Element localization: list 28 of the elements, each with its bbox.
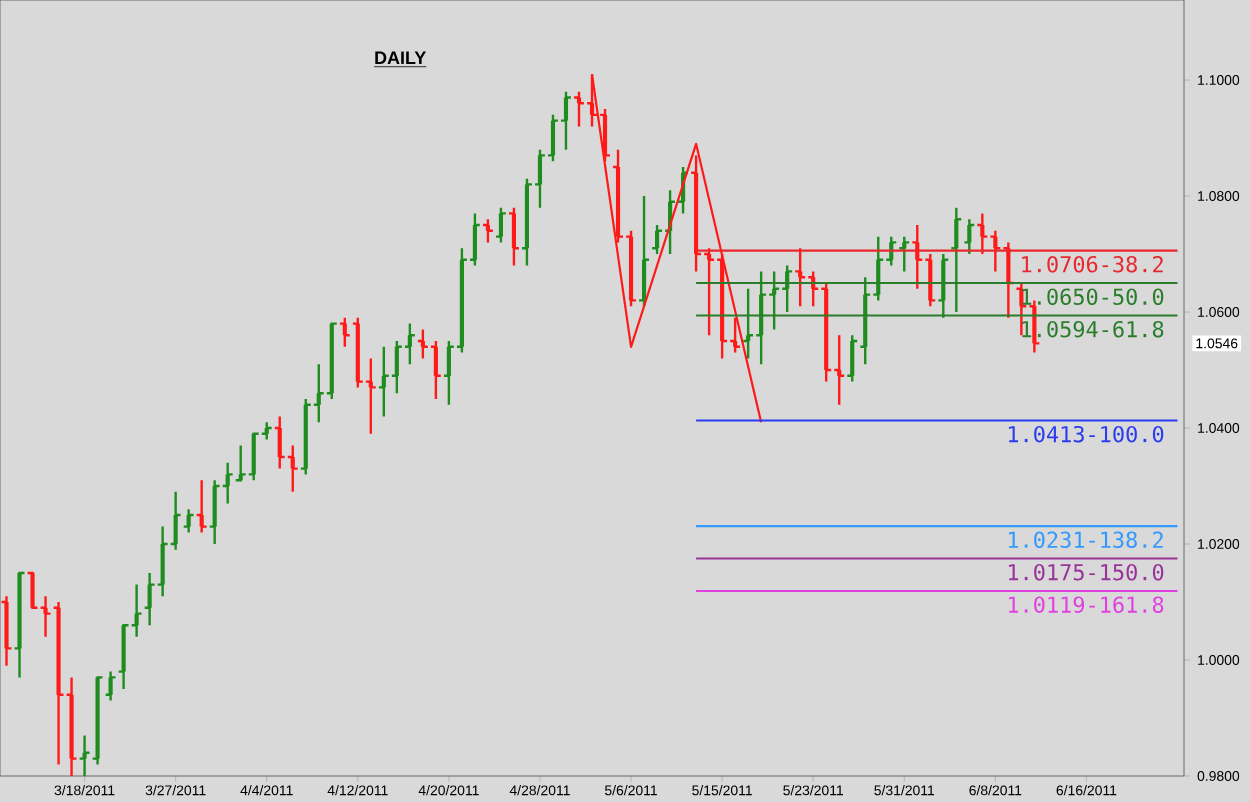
candlestick	[39, 595, 52, 638]
series-label: 1.0231-138.2	[1008, 531, 1163, 548]
series-label: 1.0119-161.8	[1008, 596, 1164, 613]
candlestick	[507, 206, 521, 267]
candlestick	[898, 235, 911, 273]
series-label: 1.0175-150.0	[1008, 563, 1164, 581]
candlestick	[338, 316, 351, 349]
candlestick	[91, 676, 104, 766]
candlestick	[65, 676, 78, 778]
candlestick	[78, 734, 91, 778]
candlestick	[846, 334, 859, 383]
candlestick	[104, 670, 117, 702]
candlestick	[937, 252, 950, 320]
candlestick	[13, 571, 26, 679]
candlestick	[481, 218, 495, 244]
candlestick	[494, 206, 508, 244]
candlestick	[0, 595, 13, 667]
candlestick	[52, 600, 65, 766]
candlestick	[26, 571, 39, 609]
candlestick	[950, 206, 963, 314]
series-label: 1.0706-38.2	[1022, 255, 1163, 273]
candlestick	[182, 508, 195, 534]
text: DAILY	[375, 51, 427, 64]
candlestick	[195, 479, 208, 534]
candlestick	[637, 194, 651, 308]
line-series	[590, 73, 763, 424]
series-label: 1.0413-100.0	[1008, 425, 1164, 443]
candlestick	[963, 218, 976, 256]
